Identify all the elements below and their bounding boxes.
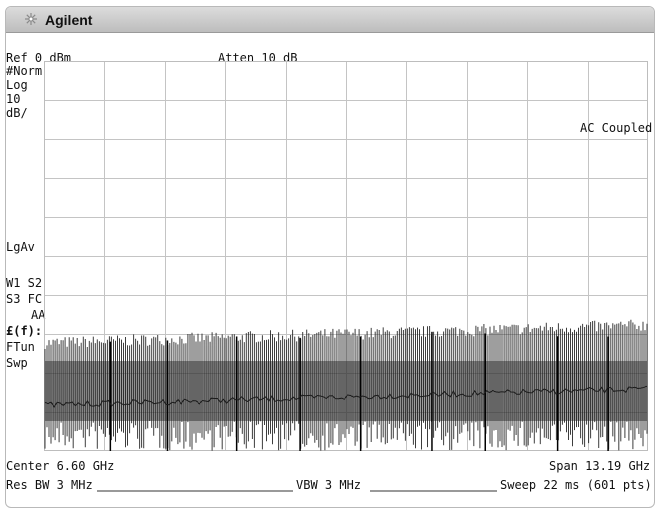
video-bandwidth: VBW 3 MHz xyxy=(296,478,362,492)
center-frequency: Center 6.60 GHz xyxy=(6,459,115,473)
coupling-indicator: AC Coupled xyxy=(580,121,653,135)
sweep-label: Swp xyxy=(6,356,28,370)
function-label: £(f): xyxy=(6,324,43,338)
scale-unit: dB/ xyxy=(6,106,28,120)
brand-logo-text: Agilent xyxy=(45,12,93,28)
noise-trace xyxy=(44,319,648,451)
detector-mode: #Norm xyxy=(6,64,43,78)
span: Span 13.19 GHz xyxy=(549,459,651,473)
spectrum-display xyxy=(44,61,648,451)
trace-status-1: W1 S2 xyxy=(6,276,43,290)
average-mode: LgAv xyxy=(6,240,35,254)
sunburst-icon xyxy=(25,13,37,25)
scale-type: Log xyxy=(6,78,28,92)
ftun-label: FTun xyxy=(6,340,35,354)
trace-status-2: S3 FC xyxy=(6,292,43,306)
sweep-time: Sweep 22 ms (601 pts) xyxy=(500,478,652,492)
scale-value: 10 xyxy=(6,92,21,106)
resolution-bandwidth: Res BW 3 MHz xyxy=(6,478,93,492)
title-bar: Agilent xyxy=(6,7,654,33)
trace-status-3: AA xyxy=(31,308,46,322)
average-trace xyxy=(44,385,648,408)
